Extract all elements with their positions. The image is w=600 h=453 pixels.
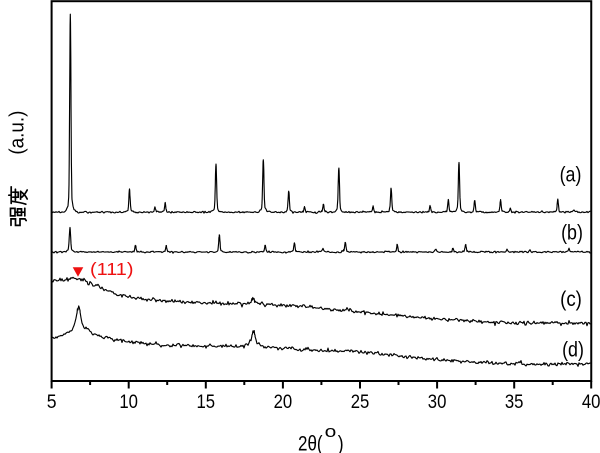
svg-text:10: 10 — [119, 391, 138, 413]
svg-text:5: 5 — [47, 391, 57, 413]
svg-text:15: 15 — [197, 391, 216, 413]
svg-text:(a): (a) — [560, 164, 582, 187]
svg-text:): ) — [338, 432, 344, 453]
svg-text:35: 35 — [505, 391, 524, 413]
svg-text:(d): (d) — [562, 339, 584, 362]
svg-text:(a.u.): (a.u.) — [5, 111, 28, 155]
svg-text:(111): (111) — [90, 259, 134, 279]
svg-text:2θ(: 2θ( — [298, 432, 323, 453]
svg-text:40: 40 — [582, 391, 600, 413]
svg-text:20: 20 — [274, 391, 293, 413]
svg-text:30: 30 — [428, 391, 447, 413]
svg-text:o: o — [325, 423, 337, 441]
svg-text:25: 25 — [351, 391, 370, 413]
svg-text:(b): (b) — [561, 222, 583, 245]
svg-text:(c): (c) — [560, 288, 582, 311]
